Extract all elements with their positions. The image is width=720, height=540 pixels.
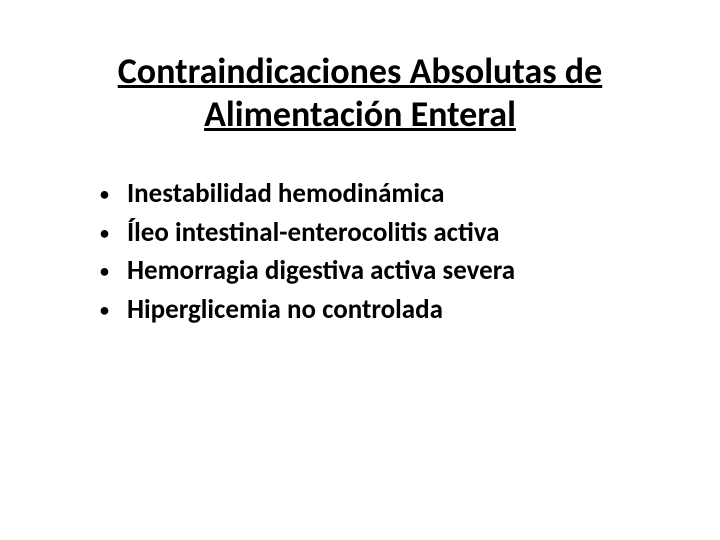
list-item: • Inestabilidad hemodinámica	[100, 176, 650, 212]
bullet-text: Íleo intestinal-enterocolitis activa	[127, 215, 650, 251]
bullet-text: Hemorragia digestiva activa severa	[127, 253, 650, 289]
bullet-icon: •	[100, 215, 109, 251]
list-item: • Íleo intestinal-enterocolitis activa	[100, 215, 650, 251]
slide-container: Contraindicaciones Absolutas de Alimenta…	[0, 0, 720, 540]
slide-title: Contraindicaciones Absolutas de Alimenta…	[70, 50, 650, 136]
list-item: • Hemorragia digestiva activa severa	[100, 253, 650, 289]
title-line-2: Alimentación Enteral	[204, 92, 516, 136]
bullet-icon: •	[100, 176, 109, 212]
title-line-1: Contraindicaciones Absolutas de	[118, 49, 602, 93]
bullet-list: • Inestabilidad hemodinámica • Íleo inte…	[70, 176, 650, 328]
bullet-icon: •	[100, 253, 109, 289]
bullet-icon: •	[100, 292, 109, 328]
bullet-text: Hiperglicemia no controlada	[127, 292, 650, 328]
list-item: • Hiperglicemia no controlada	[100, 292, 650, 328]
bullet-text: Inestabilidad hemodinámica	[127, 176, 650, 212]
